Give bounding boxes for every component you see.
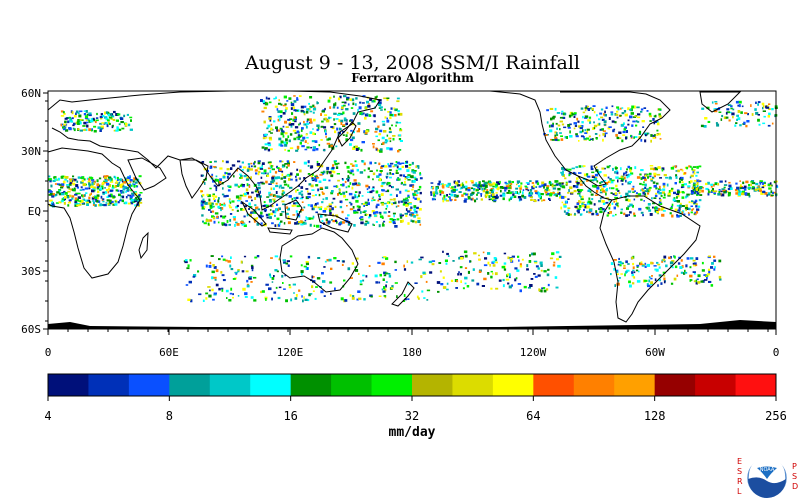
psd-letters: PSD xyxy=(792,462,798,491)
colorbar-tick-label: 128 xyxy=(644,409,666,423)
colorbar-swatch xyxy=(735,374,777,396)
coast-north-america xyxy=(489,90,671,187)
map-title: August 9 - 13, 2008 SSM/I Rainfall xyxy=(244,52,580,74)
noaa-bird-icon xyxy=(757,466,777,479)
logo-letter: S xyxy=(792,472,797,481)
coast-borneo xyxy=(284,199,303,221)
coast-new-zealand xyxy=(391,281,415,307)
colorbar-swatch xyxy=(695,374,737,396)
lat-label: 60S xyxy=(21,323,41,336)
colorbar-swatch xyxy=(412,374,453,396)
noaa-sky xyxy=(749,457,785,475)
colorbar-tick-label: 8 xyxy=(166,409,173,423)
colorbar-tick-label: 64 xyxy=(526,409,540,423)
colorbar-tick-label: 4 xyxy=(44,409,51,423)
noaa-sea xyxy=(748,477,786,498)
logo-letter: E xyxy=(737,457,742,466)
colorbar-tick-label: 256 xyxy=(765,409,787,423)
coast-central-america xyxy=(577,175,613,201)
coast-australia xyxy=(279,227,359,293)
colorbar-swatch xyxy=(250,374,292,396)
logo-letter: S xyxy=(737,467,742,476)
antarctica xyxy=(48,320,776,329)
lon-label: 120W xyxy=(520,346,547,359)
colorbar-unit-label: mm/day xyxy=(389,425,436,440)
map-frame xyxy=(47,90,777,330)
colorbar-swatch xyxy=(128,374,170,396)
colorbar-swatch xyxy=(290,374,332,396)
colorbar-swatch xyxy=(654,374,696,396)
coast-sumatra xyxy=(240,200,267,227)
colorbar-swatch xyxy=(614,374,656,396)
map-subtitle: Ferraro Algorithm xyxy=(351,71,474,85)
colorbar-swatch xyxy=(533,374,575,396)
colorbar-swatch xyxy=(331,374,373,396)
coast-japan xyxy=(337,121,357,147)
colorbar-swatch xyxy=(209,374,251,396)
lon-label: 60W xyxy=(645,346,665,359)
lon-label: 180 xyxy=(402,346,422,359)
colorbar-swatch xyxy=(371,374,413,396)
logo-letter: L xyxy=(737,487,742,496)
noaa-badge-text: NOAA xyxy=(760,467,775,473)
coast-india xyxy=(179,159,209,199)
colorbar-tick-label: 16 xyxy=(283,409,297,423)
coast-south-america xyxy=(599,195,701,323)
logo-letter: R xyxy=(737,477,743,486)
lat-label: 30S xyxy=(21,265,41,278)
lon-label: 0 xyxy=(45,346,52,359)
logo-letter: P xyxy=(792,462,797,471)
colorbar-swatch xyxy=(88,374,130,396)
coast-africa xyxy=(47,147,141,279)
colorbar-swatch xyxy=(492,374,534,396)
coast-java xyxy=(267,227,293,235)
lon-label: 120E xyxy=(277,346,304,359)
colorbar: 4 8 16 32 64 128 256 mm/day xyxy=(44,373,787,440)
colorbar-tick-label: 32 xyxy=(405,409,419,423)
lat-label: 30N xyxy=(21,145,41,158)
lat-label: 60N xyxy=(21,87,41,100)
lon-label: 60E xyxy=(159,346,179,359)
lat-label: EQ xyxy=(28,205,41,218)
colorbar-swatch xyxy=(573,374,615,396)
logo-letter: D xyxy=(792,482,798,491)
colorbar-swatch xyxy=(169,374,211,396)
map-axes: 60N 30N EQ 30S 60S 0 60E 120E 180 120W 60W 0 xyxy=(21,87,779,359)
colorbar-swatch xyxy=(48,374,89,396)
lon-label: 0 xyxy=(773,346,780,359)
coast-madagascar xyxy=(138,231,149,260)
coast-arabia xyxy=(127,157,167,191)
colorbar-swatch xyxy=(452,374,494,396)
coast-new-guinea xyxy=(317,213,353,233)
coast-greenland xyxy=(699,91,742,113)
rainfall-overlay xyxy=(48,95,779,329)
